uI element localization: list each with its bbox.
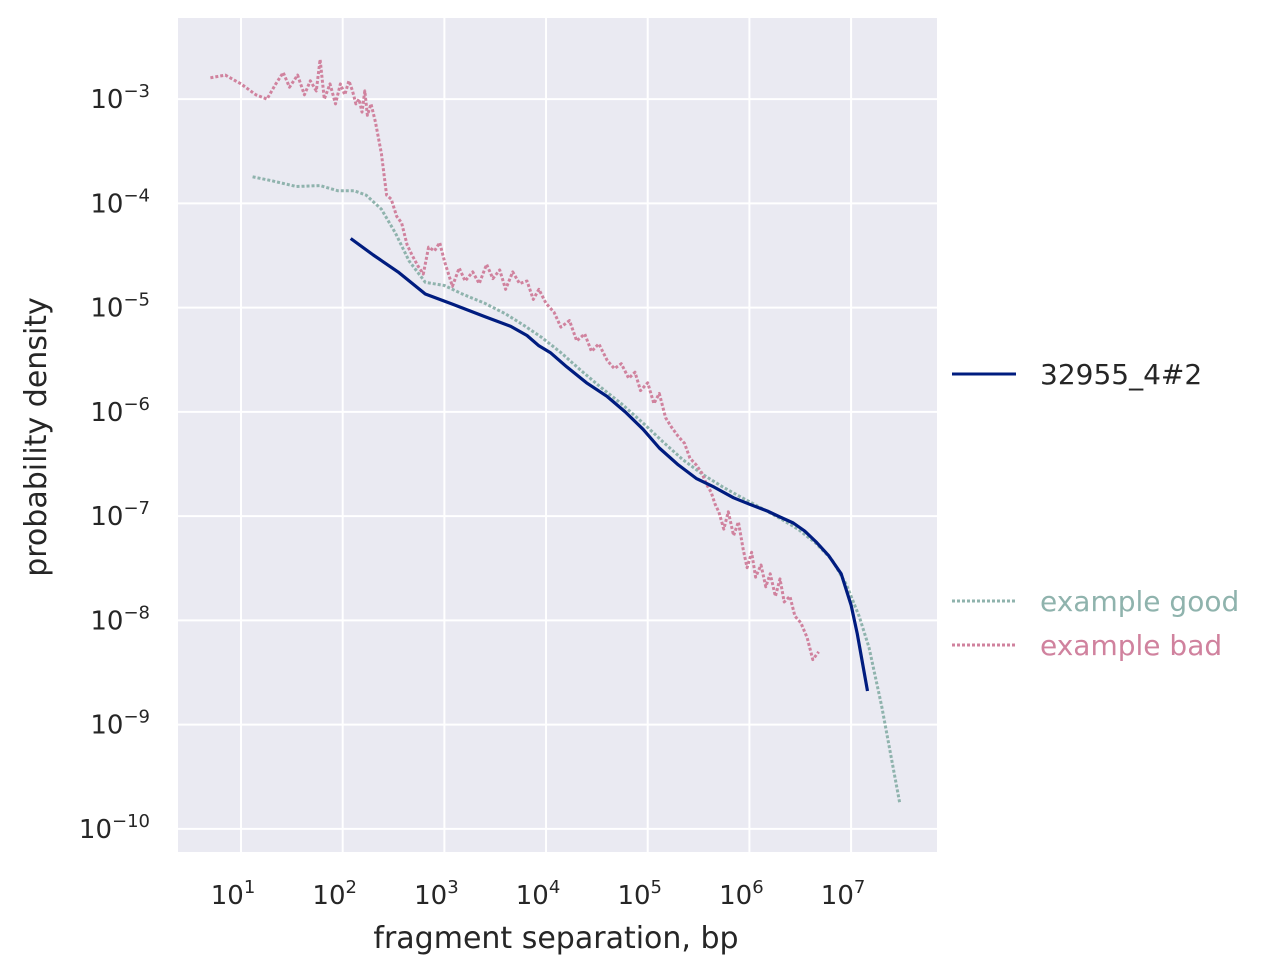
y-tick-label-4: 10−7 (90, 498, 150, 532)
series-layer (210, 58, 902, 803)
x-axis-label: fragment separation, bp (373, 921, 738, 956)
series-line-32955-4-2 (349, 237, 870, 692)
plot-area (178, 18, 937, 852)
x-tick-label-3: 104 (516, 877, 561, 911)
y-tick-label-2: 10−5 (90, 290, 150, 324)
x-tick-label-5: 106 (719, 877, 764, 911)
legend-label-example-bad: example bad (1040, 629, 1222, 662)
x-tick-label-2: 103 (414, 877, 459, 911)
y-tick-labels: 10−3 10−4 10−5 10−6 10−7 10−8 10−9 10−10 (79, 81, 150, 845)
x-tick-label-6: 107 (821, 877, 866, 911)
y-tick-label-0: 10−3 (90, 81, 150, 115)
x-tick-labels: 101 102 103 104 105 106 107 (211, 877, 866, 911)
legend-label-example-good: example good (1040, 585, 1239, 618)
x-tick-label-1: 102 (312, 877, 357, 911)
x-tick-label-0: 101 (211, 877, 256, 911)
legend-label-32955-4-2: 32955_4#2 (1040, 358, 1202, 391)
y-tick-label-5: 10−8 (90, 602, 150, 636)
x-tick-label-4: 105 (617, 877, 662, 911)
y-tick-label-6: 10−9 (90, 707, 150, 741)
y-tick-label-3: 10−6 (90, 394, 150, 428)
series-line-example-bad (210, 58, 820, 662)
y-tick-label-1: 10−4 (90, 185, 150, 219)
y-axis-label: probability density (19, 297, 54, 577)
y-tick-label-7: 10−10 (79, 811, 150, 845)
